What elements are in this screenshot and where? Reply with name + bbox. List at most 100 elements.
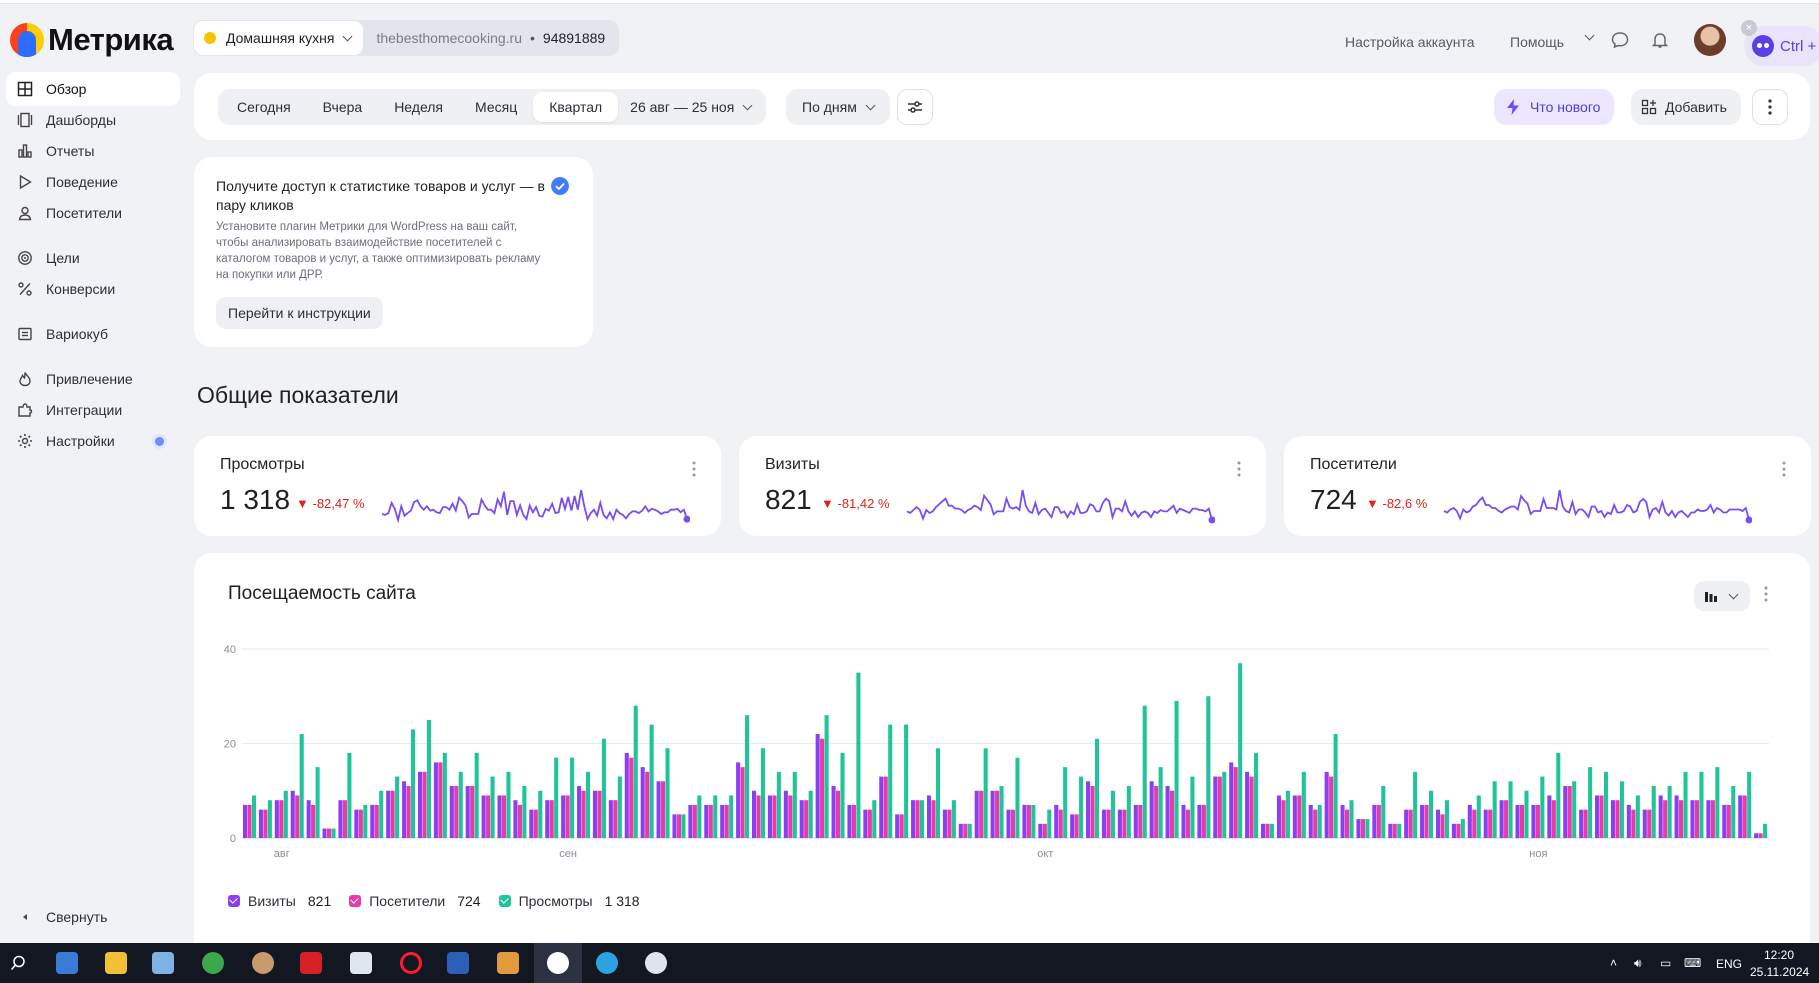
bar-visits[interactable] bbox=[354, 809, 359, 838]
sidebar-item-goals[interactable]: Цели bbox=[6, 241, 180, 275]
bar-visits[interactable] bbox=[1595, 795, 1600, 838]
bar-visitors[interactable] bbox=[1504, 800, 1509, 838]
bar-views[interactable] bbox=[1556, 752, 1561, 838]
bar-visitors[interactable] bbox=[1519, 804, 1525, 838]
bar-views[interactable] bbox=[872, 800, 877, 838]
bar-views[interactable] bbox=[808, 790, 813, 838]
bar-visitors[interactable] bbox=[772, 795, 777, 838]
bar-visitors[interactable] bbox=[1488, 809, 1493, 838]
bar-visits[interactable] bbox=[1435, 809, 1441, 838]
bar-visits[interactable] bbox=[592, 790, 598, 838]
bar-visits[interactable] bbox=[1579, 809, 1584, 838]
bar-visits[interactable] bbox=[1276, 795, 1281, 838]
sidebar-item-acquisition[interactable]: Привлечение bbox=[6, 362, 180, 396]
bar-visits[interactable] bbox=[577, 786, 582, 838]
bar-views[interactable] bbox=[458, 771, 463, 838]
bar-visitors[interactable] bbox=[1281, 800, 1286, 838]
bar-visits[interactable] bbox=[847, 804, 852, 838]
bar-visitors[interactable] bbox=[374, 804, 379, 838]
bar-visits[interactable] bbox=[704, 804, 709, 838]
bar-visitors[interactable] bbox=[279, 800, 284, 838]
bar-views[interactable] bbox=[633, 705, 638, 838]
paint-icon[interactable] bbox=[252, 952, 274, 974]
bar-visitors[interactable] bbox=[327, 828, 332, 838]
bar-views[interactable] bbox=[1667, 786, 1672, 838]
bar-views[interactable] bbox=[1381, 786, 1386, 838]
word-icon[interactable] bbox=[447, 952, 469, 974]
document-icon[interactable] bbox=[350, 952, 372, 974]
bar-views[interactable] bbox=[1158, 767, 1163, 839]
kebab-icon[interactable] bbox=[1782, 460, 1786, 478]
notes-app-icon[interactable] bbox=[152, 952, 174, 974]
bar-visits[interactable] bbox=[1483, 809, 1488, 838]
sidebar-item-overview[interactable]: Обзор bbox=[6, 72, 180, 106]
bar-visitors[interactable] bbox=[1185, 809, 1191, 838]
bar-visitors[interactable] bbox=[1631, 809, 1636, 838]
bar-views[interactable] bbox=[1635, 795, 1640, 838]
bar-visitors[interactable] bbox=[358, 809, 363, 838]
bar-visits[interactable] bbox=[1420, 804, 1425, 838]
bar-views[interactable] bbox=[283, 790, 288, 838]
bar-visits[interactable] bbox=[1404, 809, 1409, 838]
bar-visitors[interactable] bbox=[422, 771, 427, 838]
bar-views[interactable] bbox=[760, 748, 766, 838]
bar-views[interactable] bbox=[554, 757, 559, 838]
bar-views[interactable] bbox=[1110, 790, 1115, 838]
counter-selector[interactable]: Домашняя кухня thebesthomecooking.ru • 9… bbox=[193, 20, 620, 56]
bar-visitors[interactable] bbox=[820, 738, 825, 838]
bar-visits[interactable] bbox=[290, 790, 295, 838]
bar-visitors[interactable] bbox=[1583, 809, 1588, 838]
bar-visitors[interactable] bbox=[899, 814, 904, 839]
bar-visitors[interactable] bbox=[867, 809, 872, 838]
bar-visitors[interactable] bbox=[661, 781, 666, 838]
sidebar-item-behavior[interactable]: Поведение bbox=[6, 165, 180, 199]
bar-views[interactable] bbox=[999, 786, 1004, 838]
bar-visitors[interactable] bbox=[1297, 795, 1302, 838]
bell-icon[interactable] bbox=[1650, 30, 1670, 50]
bar-visits[interactable] bbox=[449, 786, 454, 838]
bar-visits[interactable] bbox=[1388, 823, 1393, 838]
bar-visits[interactable] bbox=[942, 809, 947, 838]
bar-visits[interactable] bbox=[1610, 800, 1616, 838]
bar-views[interactable] bbox=[1699, 771, 1704, 838]
bar-visits[interactable] bbox=[1213, 776, 1218, 838]
period-month[interactable]: Месяц bbox=[475, 99, 518, 115]
bar-visitors[interactable] bbox=[1472, 809, 1477, 838]
bar-visitors[interactable] bbox=[342, 800, 347, 838]
bar-views[interactable] bbox=[1397, 823, 1402, 838]
bar-visits[interactable] bbox=[958, 823, 963, 838]
bar-visitors[interactable] bbox=[1567, 786, 1572, 838]
bar-visits[interactable] bbox=[831, 786, 836, 838]
bar-views[interactable] bbox=[935, 748, 940, 838]
bar-visitors[interactable] bbox=[1647, 809, 1652, 838]
bar-visits[interactable] bbox=[513, 800, 518, 838]
bar-visitors[interactable] bbox=[263, 809, 268, 838]
bar-visitors[interactable] bbox=[931, 800, 936, 838]
bar-views[interactable] bbox=[522, 786, 527, 838]
bar-visitors[interactable] bbox=[1313, 809, 1318, 838]
sidebar-item-variocube[interactable]: Вариокуб bbox=[6, 317, 180, 351]
bar-visitors[interactable] bbox=[1138, 804, 1143, 838]
bar-visitors[interactable] bbox=[311, 804, 316, 838]
bar-views[interactable] bbox=[379, 790, 384, 838]
bar-views[interactable] bbox=[601, 738, 606, 838]
search-icon[interactable] bbox=[10, 955, 26, 971]
bar-visitors[interactable] bbox=[979, 790, 984, 838]
bar-visitors[interactable] bbox=[295, 795, 300, 838]
bar-views[interactable] bbox=[299, 734, 304, 838]
bar-views[interactable] bbox=[1715, 767, 1720, 839]
bar-views[interactable] bbox=[426, 719, 431, 839]
assistant-badge[interactable]: Ctrl + bbox=[1744, 26, 1819, 66]
bar-views[interactable] bbox=[1094, 738, 1100, 838]
bar-visitors[interactable] bbox=[470, 786, 475, 838]
bar-views[interactable] bbox=[315, 767, 320, 839]
filters-settings-button[interactable] bbox=[897, 89, 933, 125]
bar-views[interactable] bbox=[1524, 790, 1529, 838]
bar-visits[interactable] bbox=[1038, 823, 1043, 838]
bar-visitors[interactable] bbox=[629, 757, 634, 838]
bar-views[interactable] bbox=[1683, 771, 1688, 838]
period-quarter[interactable]: Квартал bbox=[533, 92, 619, 122]
bar-visitors[interactable] bbox=[1074, 814, 1079, 839]
counter-dropdown[interactable]: Домашняя кухня bbox=[193, 20, 365, 56]
traffic-bar-chart[interactable]: 0 20 40 авг сен окт ноя bbox=[194, 553, 1810, 873]
